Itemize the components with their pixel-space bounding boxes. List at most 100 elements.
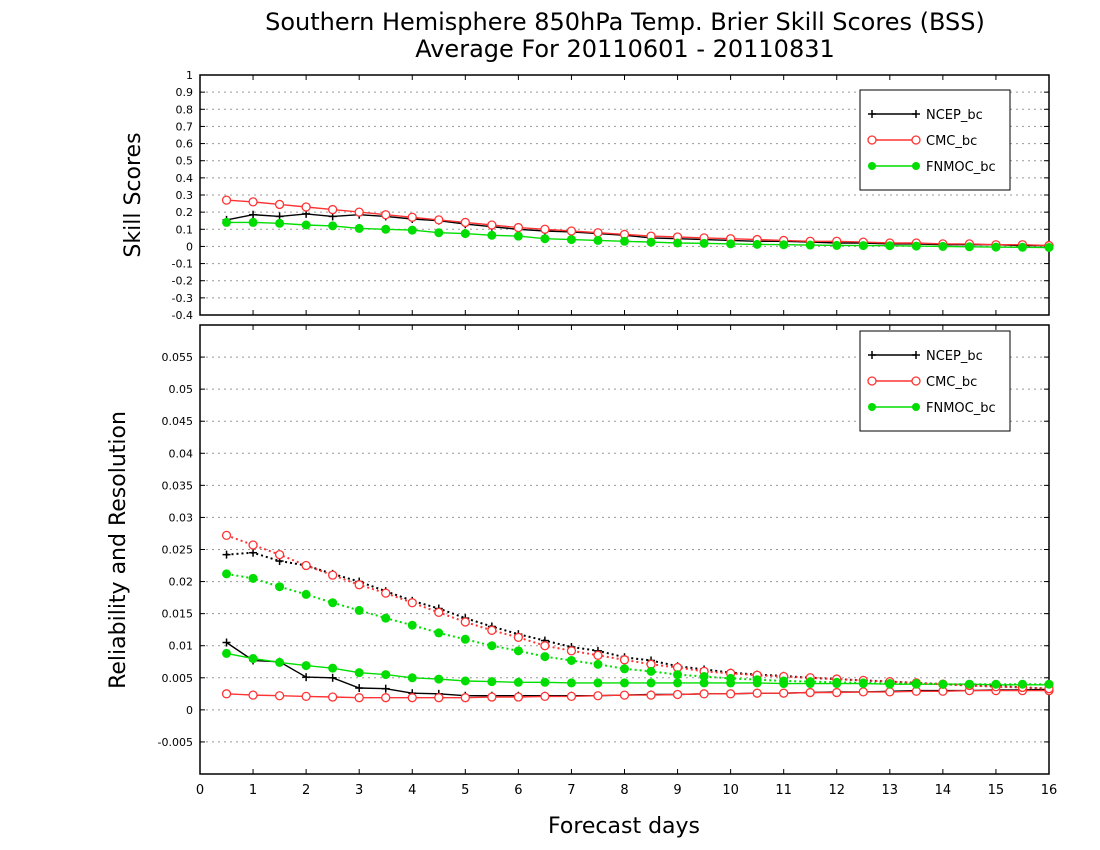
top-point-fnmoc-bc (381, 224, 391, 234)
top-point-fnmoc-bc (487, 230, 497, 240)
bottom-point-cmc-bc (354, 693, 364, 703)
bottom-legend-label: FNMOC_bc (926, 401, 996, 416)
bottom-y-tick-label: 0.005 (162, 672, 194, 685)
bottom-point-fnmoc-bc (858, 678, 868, 688)
bottom-point-fnmoc-bc (593, 659, 603, 669)
bottom-point-fnmoc-bc (540, 677, 550, 687)
bottom-point-ncep-bc (222, 550, 231, 559)
bottom-series-line-ncep-bc-dotted (226, 551, 1050, 690)
top-y-tick-label: 0.1 (176, 223, 194, 236)
x-tick-label: 2 (302, 783, 310, 798)
bottom-point-cmc-bc (805, 687, 815, 698)
top-point-fnmoc-bc (752, 239, 762, 249)
bottom-legend-label: NCEP_bc (926, 349, 983, 364)
top-point-fnmoc-bc (832, 240, 842, 250)
bottom-point-fnmoc-bc (434, 674, 444, 684)
bottom-point-fnmoc-bc (540, 652, 550, 662)
top-point-fnmoc-bc (858, 241, 868, 251)
bottom-point-fnmoc-bc (673, 670, 683, 680)
bottom-point-cmc-bc (858, 687, 868, 697)
bottom-y-tick-label: 0.03 (169, 511, 194, 524)
bottom-point-cmc-bc (301, 691, 311, 702)
top-series-line-ncep-bc (226, 213, 1049, 247)
bottom-point-fnmoc-bc (328, 598, 338, 608)
top-point-cmc-bc (248, 197, 258, 207)
x-tick-label: 11 (775, 783, 792, 798)
bottom-point-fnmoc-bc (301, 661, 311, 671)
bottom-point-fnmoc-bc (222, 648, 232, 658)
bottom-point-cmc-bc (752, 688, 762, 698)
bottom-point-cmc-bc (221, 689, 232, 699)
bottom-point-fnmoc-bc (407, 620, 417, 630)
bottom-point-fnmoc-bc (248, 654, 258, 664)
top-y-tick-label: 0.8 (176, 103, 194, 116)
bottom-point-cmc-bc (513, 692, 524, 702)
bottom-y-tick-label: 0.05 (169, 383, 194, 396)
bottom-point-ncep-bc (222, 638, 231, 647)
x-tick-label: 6 (514, 783, 522, 798)
top-point-fnmoc-bc (407, 225, 417, 235)
top-point-cmc-bc (274, 199, 285, 210)
top-point-fnmoc-bc (301, 220, 311, 230)
x-tick-label: 15 (988, 783, 1005, 798)
x-tick-label: 9 (673, 783, 681, 798)
bottom-y-tick-label: 0.025 (162, 544, 194, 557)
bottom-point-cmc-bc (274, 549, 285, 560)
top-point-fnmoc-bc (275, 218, 285, 228)
bottom-point-fnmoc-bc (646, 666, 656, 676)
bottom-point-fnmoc-bc (673, 678, 683, 688)
bottom-point-cmc-bc (274, 691, 285, 701)
bottom-point-cmc-bc (460, 617, 470, 627)
bottom-point-cmc-bc (513, 632, 524, 643)
bottom-point-fnmoc-bc (354, 668, 364, 678)
top-y-tick-label: -0.3 (172, 292, 193, 305)
bottom-point-ncep-bc (328, 673, 337, 682)
bottom-point-fnmoc-bc (726, 673, 736, 683)
bottom-point-fnmoc-bc (964, 679, 974, 689)
bottom-point-fnmoc-bc (513, 677, 523, 687)
top-legend-label: CMC_bc (926, 134, 977, 149)
bottom-point-fnmoc-bc (222, 569, 232, 579)
top-y-tick-label: 0.9 (176, 86, 194, 99)
top-point-cmc-bc (354, 207, 364, 217)
bottom-point-fnmoc-bc (699, 672, 709, 682)
bottom-series-line-ncep-bc (226, 641, 1050, 697)
bottom-point-fnmoc-bc (593, 678, 603, 688)
bottom-y-tick-label: 0.02 (169, 576, 194, 589)
x-tick-label: 8 (620, 783, 628, 798)
bottom-point-ncep-bc (302, 673, 311, 682)
top-point-ncep-bc (249, 210, 258, 219)
bottom-point-cmc-bc (487, 625, 497, 635)
bottom-point-cmc-bc (619, 690, 630, 700)
bottom-point-ncep-bc (355, 684, 364, 693)
bottom-point-ncep-bc (249, 548, 258, 557)
bottom-point-fnmoc-bc (434, 628, 444, 638)
x-tick-label: 5 (461, 783, 469, 798)
bottom-point-fnmoc-bc (328, 663, 338, 673)
bottom-point-fnmoc-bc (779, 676, 789, 686)
bottom-legend-marker (867, 376, 877, 386)
bottom-point-cmc-bc (434, 607, 444, 618)
top-point-fnmoc-bc (354, 223, 364, 233)
bottom-point-fnmoc-bc (248, 573, 258, 583)
x-tick-label: 0 (196, 783, 204, 798)
x-tick-label: 12 (828, 783, 845, 798)
top-y-tick-label: 0.3 (176, 189, 194, 202)
x-tick-label: 7 (567, 783, 575, 798)
top-point-fnmoc-bc (434, 228, 444, 238)
top-series-line-cmc-bc (226, 199, 1050, 247)
bottom-point-cmc-bc (832, 687, 842, 698)
top-point-fnmoc-bc (460, 229, 470, 239)
x-tick-label: 1 (249, 783, 257, 798)
top-point-cmc-bc (487, 220, 497, 230)
bottom-point-cmc-bc (725, 689, 736, 699)
bottom-point-fnmoc-bc (513, 646, 523, 656)
bottom-point-fnmoc-bc (620, 664, 629, 674)
bottom-point-cmc-bc (381, 588, 391, 598)
top-point-cmc-bc (513, 222, 524, 233)
x-tick-label: 13 (882, 783, 899, 798)
bottom-point-cmc-bc (566, 646, 577, 656)
bottom-point-cmc-bc (221, 530, 232, 541)
x-axis-title: Forecast days (548, 814, 700, 839)
top-point-fnmoc-bc (885, 241, 895, 251)
